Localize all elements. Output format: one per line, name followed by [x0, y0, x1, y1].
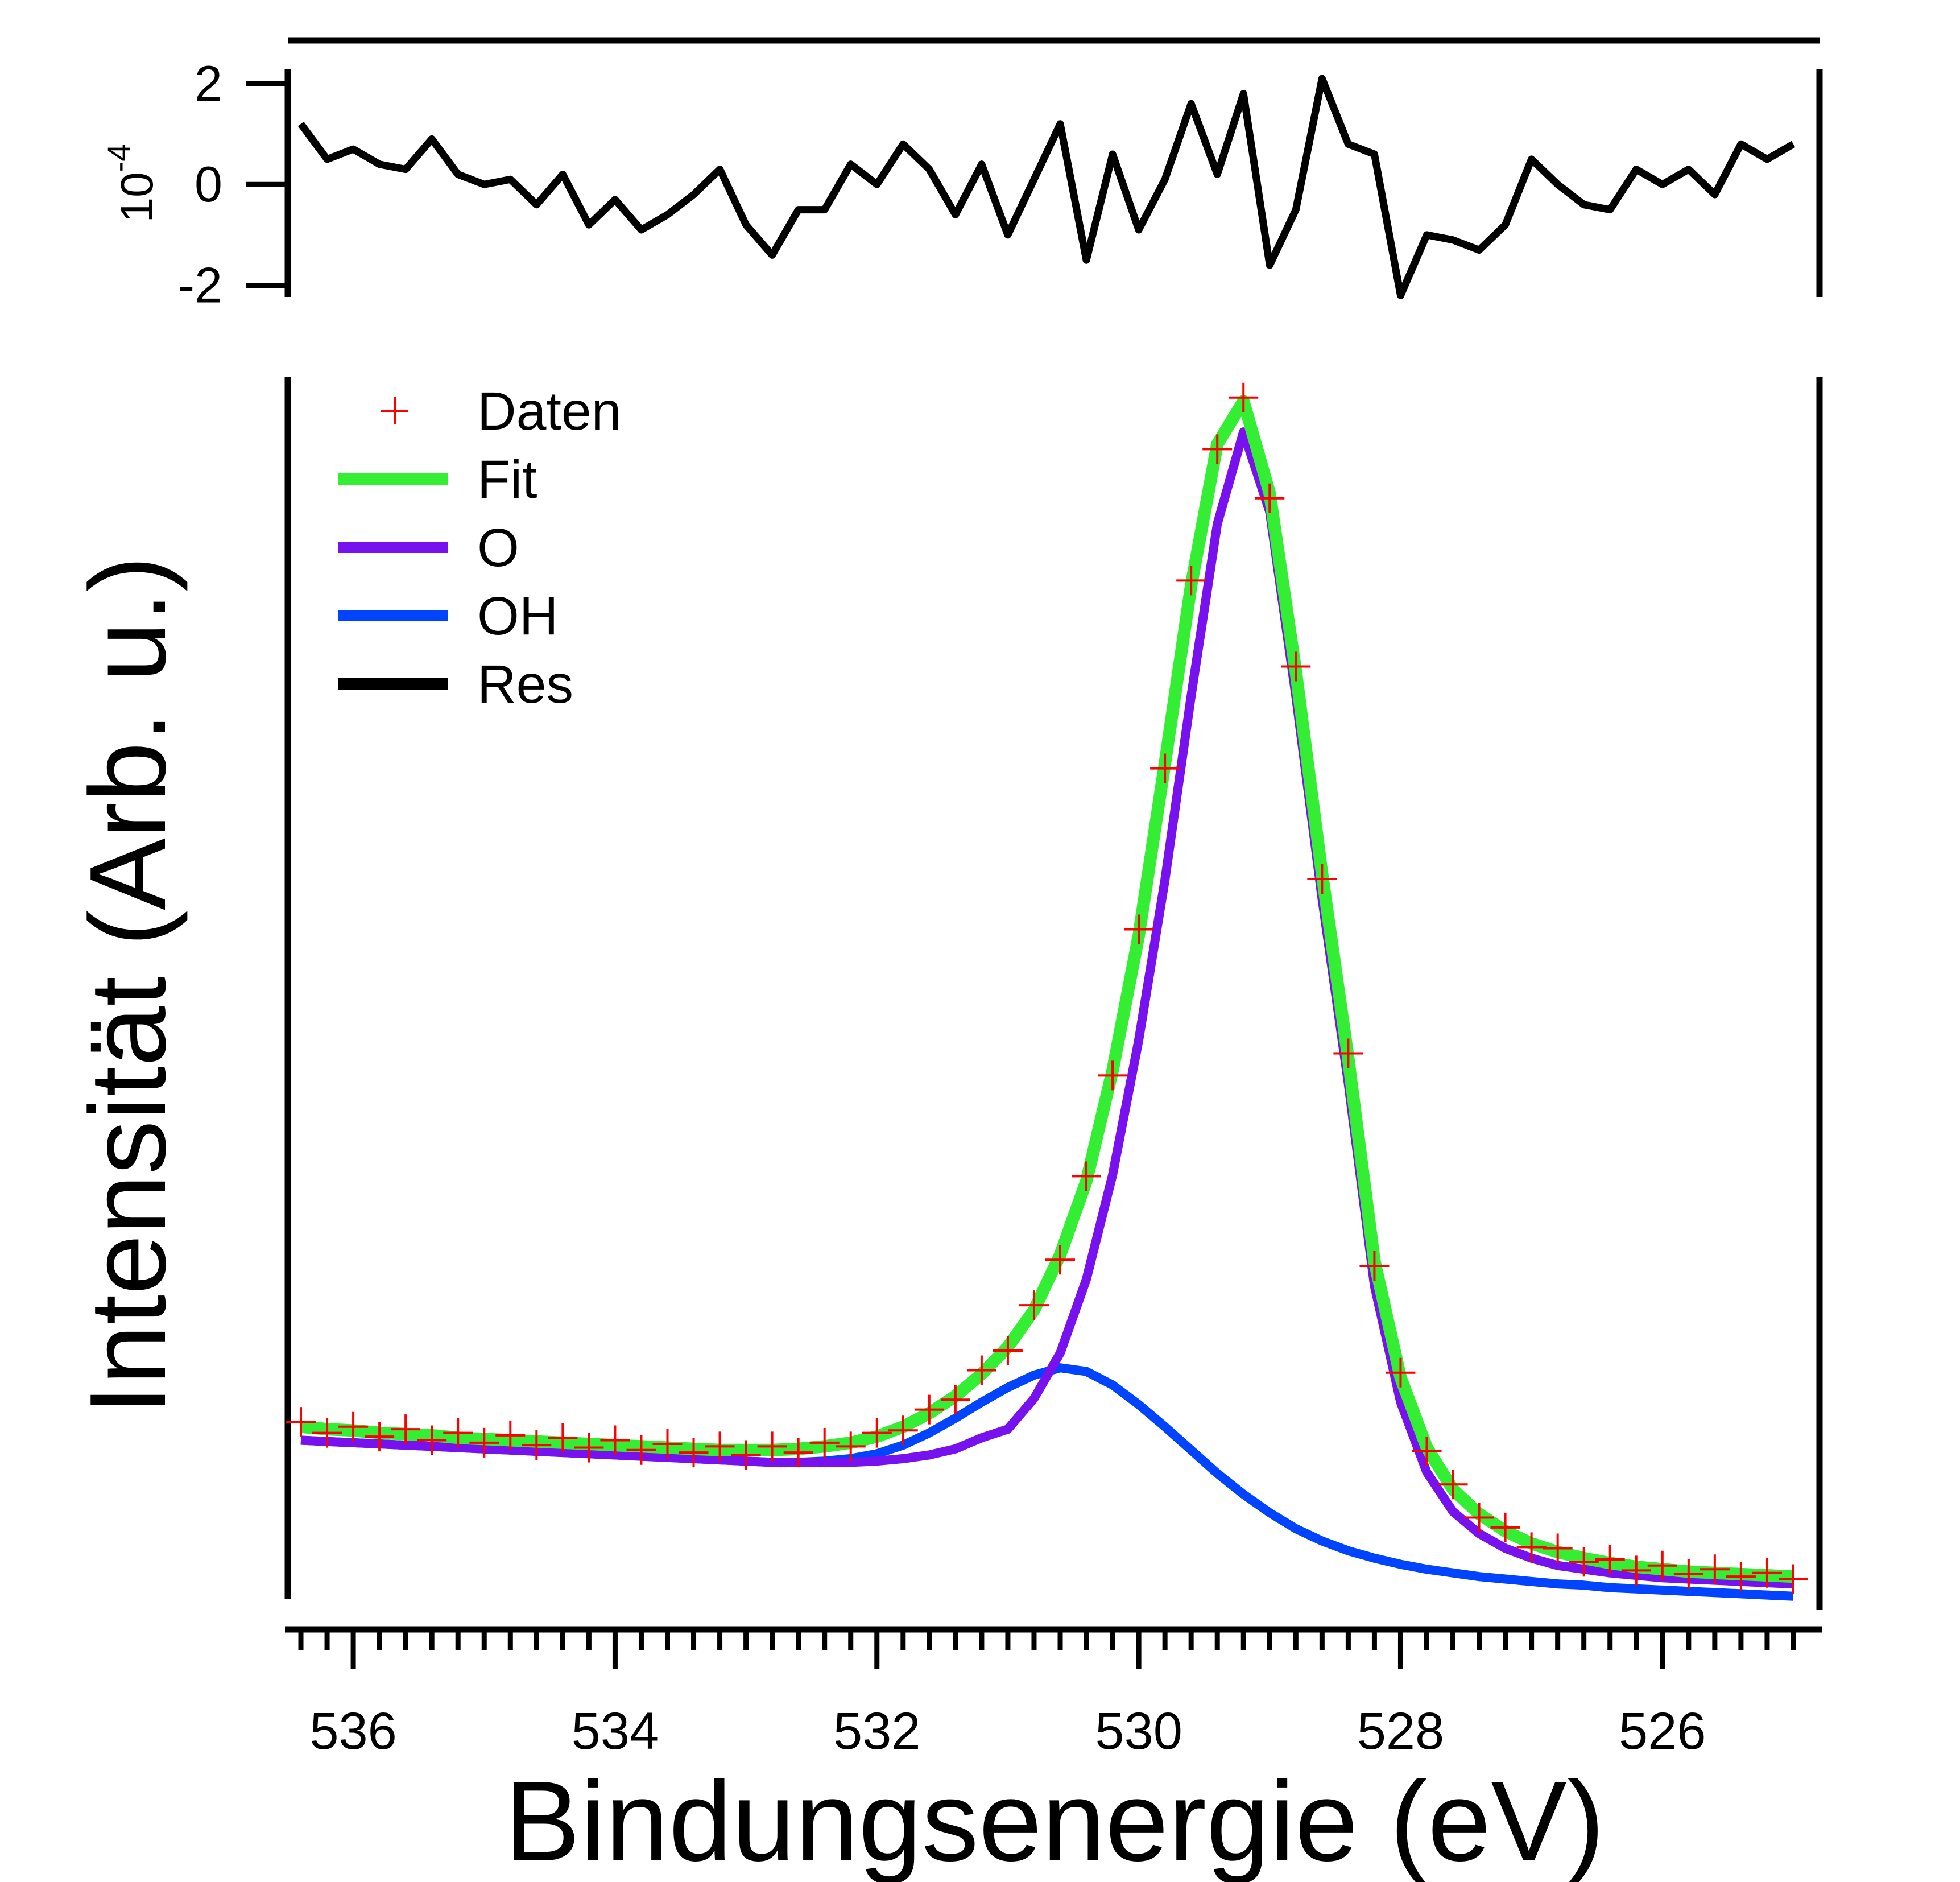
- residual-y-label-exponent: -4: [101, 144, 137, 172]
- data-marker: [993, 1335, 1023, 1365]
- data-marker: [1516, 1532, 1547, 1562]
- data-marker: [522, 1430, 552, 1460]
- data-marker: [966, 1355, 996, 1385]
- data-marker: [574, 1433, 604, 1463]
- data-marker: [1255, 483, 1285, 513]
- data-marker: [1412, 1436, 1442, 1466]
- y-tick-label: 0: [195, 156, 222, 212]
- data-marker: [1150, 753, 1180, 783]
- data-marker: [731, 1440, 761, 1470]
- data-marker: [1490, 1512, 1520, 1542]
- data-marker: [443, 1418, 473, 1448]
- data-marker: [705, 1431, 735, 1462]
- data-marker: [286, 1407, 316, 1437]
- data-marker: [600, 1425, 630, 1455]
- data-marker: [1464, 1503, 1494, 1533]
- series-line: [300, 395, 1794, 1583]
- data-marker: [1281, 651, 1311, 682]
- residual-y-label-base: 10: [111, 172, 162, 222]
- legend-label: OH: [477, 586, 559, 646]
- data-marker: [1045, 1245, 1076, 1275]
- x-tick-label: 530: [1095, 1702, 1182, 1760]
- data-marker: [626, 1435, 656, 1465]
- data-marker: [391, 1414, 421, 1444]
- residual-y-label: 10-4: [101, 144, 162, 223]
- data-marker: [1124, 914, 1154, 944]
- data-marker: [1229, 382, 1259, 412]
- data-marker: [809, 1427, 840, 1458]
- data-marker: [1333, 1038, 1363, 1068]
- data-marker: [312, 1418, 342, 1448]
- data-marker: [1726, 1562, 1756, 1592]
- data-marker: [1359, 1250, 1390, 1281]
- y-tick-label: -2: [178, 257, 222, 313]
- data-marker: [1778, 1564, 1808, 1594]
- data-marker: [1176, 566, 1206, 596]
- x-tick-label: 528: [1357, 1702, 1445, 1760]
- data-marker: [548, 1423, 578, 1453]
- data-marker: [862, 1418, 892, 1448]
- data-marker: [940, 1385, 970, 1415]
- data-marker: [1752, 1558, 1782, 1588]
- y-tick-label: 2: [195, 55, 222, 112]
- x-tick-label: 534: [572, 1702, 659, 1760]
- data-marker: [1072, 1161, 1102, 1191]
- series-line: [297, 75, 1796, 299]
- legend-marker: [381, 397, 408, 424]
- data-marker: [757, 1431, 787, 1462]
- x-tick-label: 532: [833, 1702, 921, 1760]
- data-marker: [1595, 1544, 1625, 1574]
- x-tick-label: 526: [1619, 1702, 1706, 1760]
- legend-label: Daten: [477, 381, 622, 441]
- data-marker: [1019, 1290, 1049, 1320]
- x-axis-title: Bindungsenergie (eV): [505, 1758, 1605, 1882]
- data-marker: [417, 1425, 447, 1455]
- x-tick-label: 536: [309, 1702, 397, 1760]
- data-marker: [1621, 1555, 1651, 1586]
- data-marker: [469, 1427, 499, 1458]
- y-axis-title: Intensität (Arb. u.): [68, 556, 188, 1415]
- data-marker: [679, 1438, 709, 1468]
- data-marker: [783, 1438, 813, 1468]
- data-marker: [1700, 1554, 1730, 1584]
- data-marker: [1543, 1533, 1573, 1563]
- data-marker: [836, 1431, 866, 1462]
- data-marker: [888, 1415, 918, 1446]
- data-marker: [1569, 1547, 1599, 1577]
- series-line: [300, 427, 1794, 1589]
- legend-label: O: [477, 518, 519, 578]
- data-marker: [1386, 1357, 1416, 1388]
- data-marker: [652, 1429, 683, 1459]
- data-marker: [1307, 864, 1337, 894]
- data-marker: [365, 1422, 395, 1452]
- data-marker: [1202, 434, 1233, 464]
- data-marker: [914, 1394, 944, 1425]
- data-marker: [495, 1420, 526, 1450]
- data-marker: [1438, 1470, 1468, 1500]
- data-marker: [1673, 1559, 1703, 1589]
- legend-label: Fit: [477, 449, 537, 510]
- legend-label: Res: [477, 654, 573, 715]
- data-marker: [1647, 1550, 1677, 1580]
- data-marker: [1098, 1060, 1128, 1091]
- data-marker: [338, 1412, 369, 1442]
